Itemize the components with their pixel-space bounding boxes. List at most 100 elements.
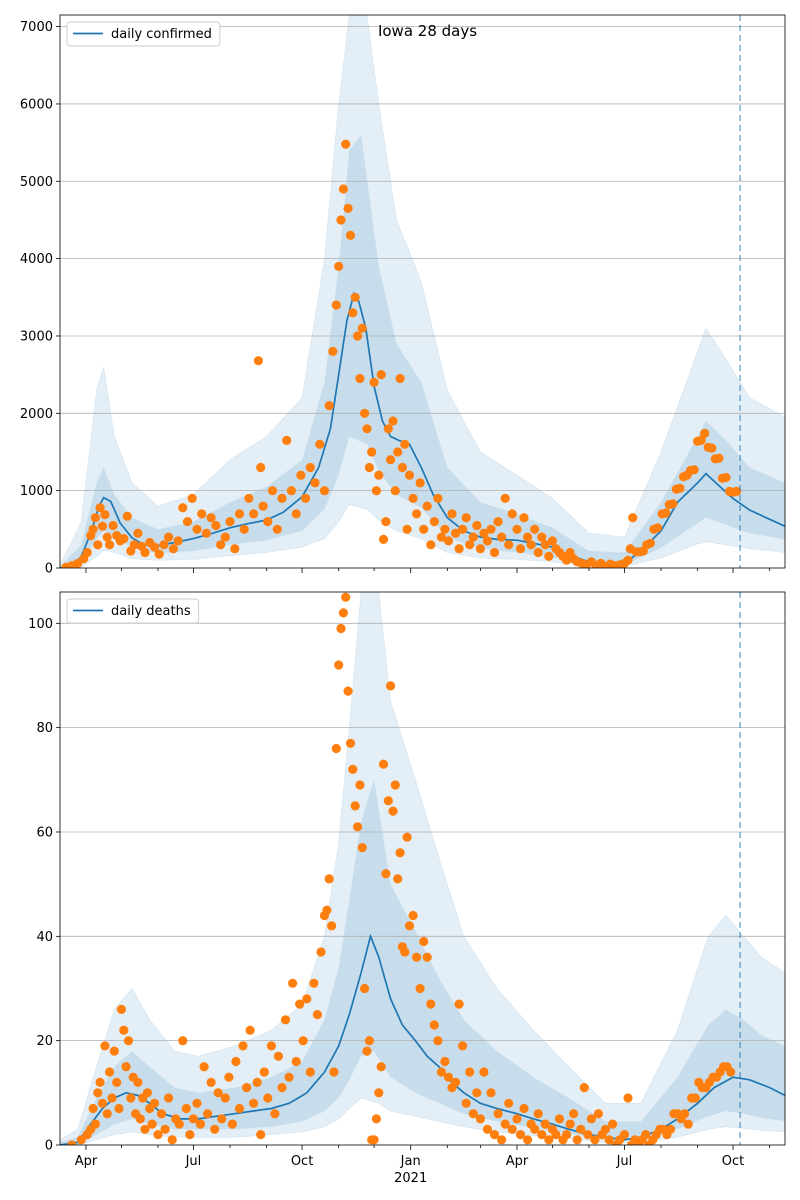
deaths-observed-point: [565, 1119, 575, 1129]
deaths-observed-point: [530, 1124, 540, 1134]
confirmed-ytick-label: 6000: [20, 97, 53, 112]
confirmed-observed-point: [206, 513, 216, 523]
confirmed-observed-point: [362, 424, 372, 434]
confirmed-observed-point: [388, 416, 398, 426]
deaths-observed-point: [295, 999, 305, 1009]
confirmed-observed-point: [192, 524, 202, 534]
deaths-observed-point: [121, 1062, 131, 1072]
confirmed-observed-point: [244, 493, 254, 503]
deaths-observed-point: [369, 1135, 379, 1145]
deaths-observed-point: [178, 1036, 188, 1046]
confirmed-observed-point: [507, 509, 517, 519]
deaths-observed-point: [381, 869, 391, 879]
confirmed-observed-point: [661, 508, 671, 518]
xtick-label: Jan: [400, 1154, 421, 1169]
deaths-observed-point: [454, 999, 464, 1009]
deaths-observed-point: [234, 1103, 245, 1114]
deaths-observed-point: [551, 1130, 561, 1140]
deaths-observed-point: [149, 1098, 160, 1108]
confirmed-observed-point: [537, 532, 547, 542]
confirmed-observed-point: [338, 184, 348, 194]
deaths-observed-point: [336, 623, 346, 634]
deaths-observed-point: [562, 1130, 572, 1140]
deaths-observed-point: [576, 1124, 586, 1134]
deaths-observed-point: [259, 1067, 269, 1077]
deaths-observed-point: [273, 1051, 283, 1061]
confirmed-observed-point: [436, 532, 446, 542]
confirmed-observed-point: [225, 517, 235, 527]
deaths-observed-point: [458, 1041, 468, 1051]
confirmed-ytick-label: 3000: [20, 329, 53, 344]
confirmed-observed-point: [433, 493, 443, 503]
confirmed-ytick-label: 5000: [20, 175, 53, 190]
confirmed-observed-point: [479, 528, 489, 538]
deaths-observed-point: [109, 1046, 119, 1056]
confirmed-observed-point: [159, 540, 169, 550]
deaths-observed-point: [88, 1103, 98, 1114]
confirmed-observed-point: [129, 540, 139, 550]
deaths-observed-point: [388, 806, 398, 816]
deaths-observed-point: [493, 1109, 503, 1119]
confirmed-observed-point: [482, 536, 492, 546]
deaths-observed-point: [153, 1130, 163, 1140]
confirmed-observed-point: [468, 532, 478, 542]
confirmed-observed-point: [461, 513, 471, 523]
deaths-observed-point: [280, 1015, 291, 1025]
deaths-observed-point: [316, 947, 326, 957]
confirmed-observed-point: [458, 524, 468, 534]
confirmed-observed-point: [512, 524, 522, 534]
deaths-observed-point: [433, 1036, 443, 1046]
deaths-observed-point: [371, 1114, 381, 1124]
deaths-observed-point: [199, 1062, 209, 1072]
deaths-observed-point: [334, 660, 344, 670]
year-label: 2021: [394, 1171, 427, 1186]
confirmed-observed-point: [197, 509, 207, 519]
confirmed-observed-point: [422, 501, 432, 511]
deaths-observed-point: [119, 1025, 129, 1035]
deaths-observed-point: [554, 1114, 565, 1124]
confirmed-observed-point: [154, 549, 164, 559]
deaths-observed-point: [192, 1098, 202, 1108]
confirmed-observed-point: [530, 524, 540, 534]
confirmed-observed-point: [707, 443, 717, 453]
deaths-observed-point: [569, 1109, 579, 1119]
confirmed-observed-point: [475, 544, 485, 554]
confirmed-observed-point: [88, 524, 98, 534]
deaths-observed-point: [284, 1072, 294, 1082]
deaths-observed-point: [100, 1041, 110, 1051]
deaths-observed-point: [102, 1109, 112, 1119]
confirmed-observed-point: [562, 555, 572, 565]
confirmed-observed-point: [230, 544, 240, 554]
confirmed-observed-point: [526, 540, 536, 550]
deaths-ytick-label: 20: [36, 1034, 53, 1049]
deaths-observed-point: [67, 1140, 77, 1145]
confirmed-observed-point: [443, 536, 454, 546]
xtick-label: Oct: [722, 1154, 744, 1169]
confirmed-observed-point: [345, 230, 356, 240]
confirmed-observed-point: [173, 536, 183, 546]
deaths-observed-point: [386, 681, 396, 691]
deaths-observed-point: [540, 1119, 550, 1129]
deaths-observed-point: [429, 1020, 439, 1030]
confirmed-observed-point: [395, 373, 405, 384]
deaths-observed-point: [479, 1067, 489, 1077]
confirmed-observed-point: [652, 523, 663, 533]
deaths-ytick-label: 60: [36, 825, 53, 840]
deaths-observed-point: [270, 1109, 280, 1119]
deaths-observed-point: [112, 1077, 122, 1087]
confirmed-observed-point: [700, 428, 710, 438]
deaths-inner-band: [60, 779, 785, 1145]
confirmed-observed-point: [140, 547, 150, 558]
deaths-observed-point: [690, 1093, 700, 1103]
deaths-observed-point: [623, 1093, 633, 1103]
confirmed-observed-point: [547, 536, 558, 546]
deaths-observed-point: [238, 1041, 248, 1051]
deaths-observed-point: [408, 910, 418, 921]
deaths-observed-point: [93, 1088, 103, 1098]
deaths-observed-point: [324, 874, 334, 884]
deaths-plot-frame: [59, 591, 786, 1146]
confirmed-observed-point: [272, 524, 282, 534]
confirmed-observed-point: [105, 540, 115, 550]
confirmed-observed-point: [97, 521, 108, 531]
